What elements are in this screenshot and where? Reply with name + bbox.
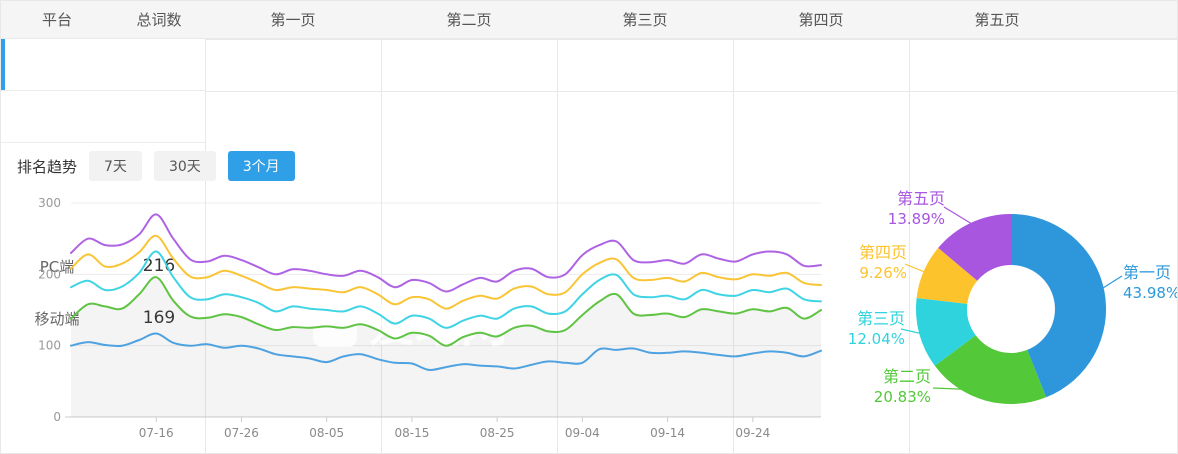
x-axis-tick-label: 09-04 <box>565 426 600 440</box>
line-series-前四页累计 <box>70 234 822 310</box>
x-axis-tick-label: 08-15 <box>394 426 429 440</box>
selected-row-indicator <box>1 39 5 90</box>
x-axis-tick-label: 08-05 <box>309 426 344 440</box>
area-fill <box>71 277 821 417</box>
y-axis-tick-label: 0 <box>53 410 61 424</box>
trend-line-chart: 0 100 200 300 07-16 07-26 08-05 08-15 08-25 09-04… <box>13 189 833 451</box>
y-axis-tick-label: 300 <box>38 196 61 210</box>
col-header-total-words: 总词数 <box>136 11 182 29</box>
line-series-第一页 <box>70 332 822 371</box>
leader-line-page-1 <box>1094 275 1123 294</box>
line-series-前两页累计 <box>70 276 822 347</box>
trend-toolbar: 排名趋势 7天 30天 3个月 <box>1 143 295 189</box>
x-axis-tick-label: 07-26 <box>224 426 259 440</box>
donut-svg <box>900 206 1123 405</box>
pie-slice-第三页[interactable] <box>915 298 976 366</box>
pie-slice-第四页[interactable] <box>916 247 978 304</box>
y-axis-tick-label: 200 <box>38 267 61 281</box>
col-header-page-3: 第三页 <box>622 11 668 29</box>
platform-label: 移动端 <box>34 309 80 328</box>
pie-label-percent: 13.89% <box>887 210 945 228</box>
leader-line-page-3 <box>900 328 924 335</box>
pie-label-page-1: 第一页 43.98% <box>1123 263 1178 303</box>
table-row-mobile[interactable]: 移动端 169 69 40.83%▲ 20 11.83%▲ 31 18.34%▲… <box>1 91 1177 453</box>
tab-7-days[interactable]: 7天 <box>89 151 142 181</box>
pie-label-percent: 43.98% <box>1123 284 1178 302</box>
pie-slice-第一页[interactable] <box>1011 213 1107 398</box>
leader-line-page-4 <box>904 263 928 274</box>
pie-label-page-4: 第四页 9.26% <box>843 243 907 283</box>
pie-label-name: 第五页 <box>896 189 945 208</box>
x-axis-tick-label: 08-25 <box>480 426 515 440</box>
leader-line-page-5 <box>943 206 973 225</box>
page-distribution-donut: 第一页 43.98% 第二页 20.83% 第三页 12.04% 第四页 9.2… <box>841 171 1178 453</box>
pie-slice-第五页[interactable] <box>938 213 1011 281</box>
x-axis-tick-label: 09-14 <box>650 426 685 440</box>
x-axis-tick-label: 09-24 <box>735 426 770 440</box>
pie-label-name: 第三页 <box>856 309 905 328</box>
y-axis-tick-label: 100 <box>38 339 61 353</box>
col-header-platform: 平台 <box>41 11 72 29</box>
leader-line-page-2 <box>932 387 984 391</box>
platform-label: PC端 <box>39 257 75 276</box>
pie-label-percent: 20.83% <box>873 388 931 406</box>
trend-line-chart-svg: 0 100 200 300 07-16 07-26 08-05 08-15 08-25 09-04… <box>38 196 822 440</box>
pie-label-name: 第二页 <box>882 367 931 386</box>
total-words-value: 169 <box>113 308 205 328</box>
table-header-row: 平台 总词数 第一页 第二页 第三页 第四页 第五页 <box>1 1 1177 39</box>
table-row-pc[interactable]: PC端 216 95 43.98%▲ 45 20.83%▼ 26 12.04%▼… <box>1 39 1177 453</box>
line-series-前三页累计 <box>70 250 822 329</box>
pie-label-percent: 9.26% <box>859 264 907 282</box>
pie-label-name: 第四页 <box>858 243 907 262</box>
tab-30-days[interactable]: 30天 <box>153 151 216 181</box>
col-header-page-5: 第五页 <box>974 11 1020 29</box>
trend-title: 排名趋势 <box>17 157 78 176</box>
axis: 0 100 200 300 07-16 07-26 08-05 08-15 08-25 09-04… <box>38 196 821 440</box>
pie-label-page-5: 第五页 13.89% <box>881 189 945 229</box>
col-header-page-4: 第四页 <box>798 11 844 29</box>
tab-3-months[interactable]: 3个月 <box>227 151 295 181</box>
col-header-page-1: 第一页 <box>270 11 316 29</box>
col-header-page-2: 第二页 <box>446 11 492 29</box>
total-words-value: 216 <box>142 256 176 276</box>
watermark: 爱站网 <box>313 298 507 352</box>
pie-slice-第二页[interactable] <box>934 335 1047 405</box>
pie-label-page-3: 第三页 12.04% <box>841 309 905 349</box>
x-axis-tick-label: 07-16 <box>139 426 174 440</box>
pie-label-percent: 12.04% <box>847 330 905 348</box>
pie-label-name: 第一页 <box>1123 263 1172 282</box>
pie-label-page-2: 第二页 20.83% <box>855 367 931 407</box>
line-series-前五页累计 <box>70 213 822 293</box>
